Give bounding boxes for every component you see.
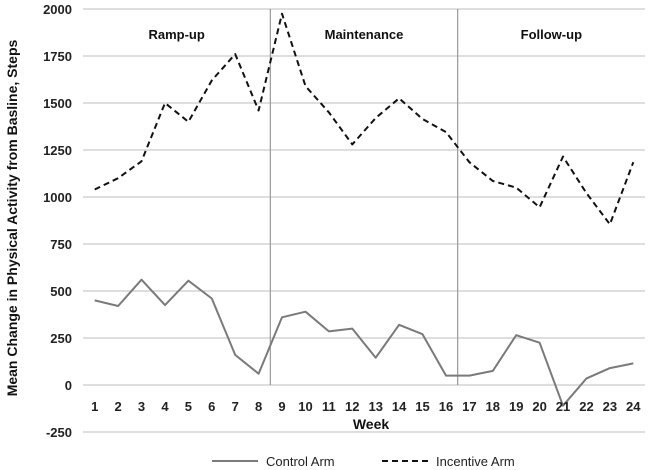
y-tick-label: 1250	[43, 143, 72, 158]
phase-label: Ramp-up	[148, 27, 204, 42]
x-tick-label: 19	[509, 399, 523, 414]
x-axis-ticks: 1 2 3 4 5 6 7 8 9 10 11 12 13 14 15 16 17 18 19 20 21 22 23 24	[91, 399, 641, 414]
phase-label: Maintenance	[325, 27, 404, 42]
x-tick-label: 4	[161, 399, 169, 414]
phase-labels: Ramp-up Maintenance Follow-up	[148, 27, 582, 42]
x-tick-label: 8	[255, 399, 262, 414]
x-tick-label: 14	[392, 399, 407, 414]
x-tick-label: 13	[368, 399, 382, 414]
x-tick-label: 12	[345, 399, 359, 414]
x-tick-label: 21	[556, 399, 570, 414]
x-tick-label: 10	[298, 399, 312, 414]
y-tick-label: 1500	[43, 96, 72, 111]
legend: Control Arm Incentive Arm	[212, 454, 515, 469]
x-tick-label: 11	[322, 399, 336, 414]
y-axis-title: Mean Change in Physical Activity from Ba…	[4, 40, 20, 397]
x-tick-label: 23	[603, 399, 617, 414]
x-tick-label: 17	[462, 399, 476, 414]
y-tick-label: 0	[65, 378, 72, 393]
x-axis-title: Week	[353, 416, 390, 432]
y-tick-label: 500	[50, 284, 72, 299]
x-tick-label: 24	[626, 399, 641, 414]
gridlines	[83, 8, 645, 433]
x-tick-label: 5	[185, 399, 192, 414]
x-tick-label: 20	[532, 399, 546, 414]
y-tick-label: 750	[50, 237, 72, 252]
y-tick-label: 2000	[43, 2, 72, 17]
x-tick-label: 6	[208, 399, 215, 414]
y-tick-label: -250	[46, 425, 72, 440]
legend-label-incentive-arm: Incentive Arm	[436, 454, 515, 469]
phase-label: Follow-up	[521, 27, 582, 42]
y-tick-label: 1000	[43, 190, 72, 205]
legend-label-control-arm: Control Arm	[266, 454, 335, 469]
y-tick-label: 250	[50, 331, 72, 346]
x-tick-label: 15	[415, 399, 429, 414]
x-tick-label: 2	[115, 399, 122, 414]
x-tick-label: 22	[579, 399, 593, 414]
x-tick-label: 9	[278, 399, 285, 414]
x-tick-label: 7	[232, 399, 239, 414]
series-lines	[94, 12, 635, 407]
x-tick-label: 16	[439, 399, 453, 414]
x-tick-label: 18	[486, 399, 500, 414]
series-line-incentive-arm	[94, 12, 635, 226]
y-axis-ticks: -250 0 250 500 750 1000 1250 1500 1750 2000	[43, 2, 72, 440]
x-tick-label: 3	[138, 399, 145, 414]
y-tick-label: 1750	[43, 49, 72, 64]
x-tick-label: 1	[91, 399, 98, 414]
phase-dividers	[269, 9, 459, 385]
series-line-control-arm	[94, 278, 634, 407]
